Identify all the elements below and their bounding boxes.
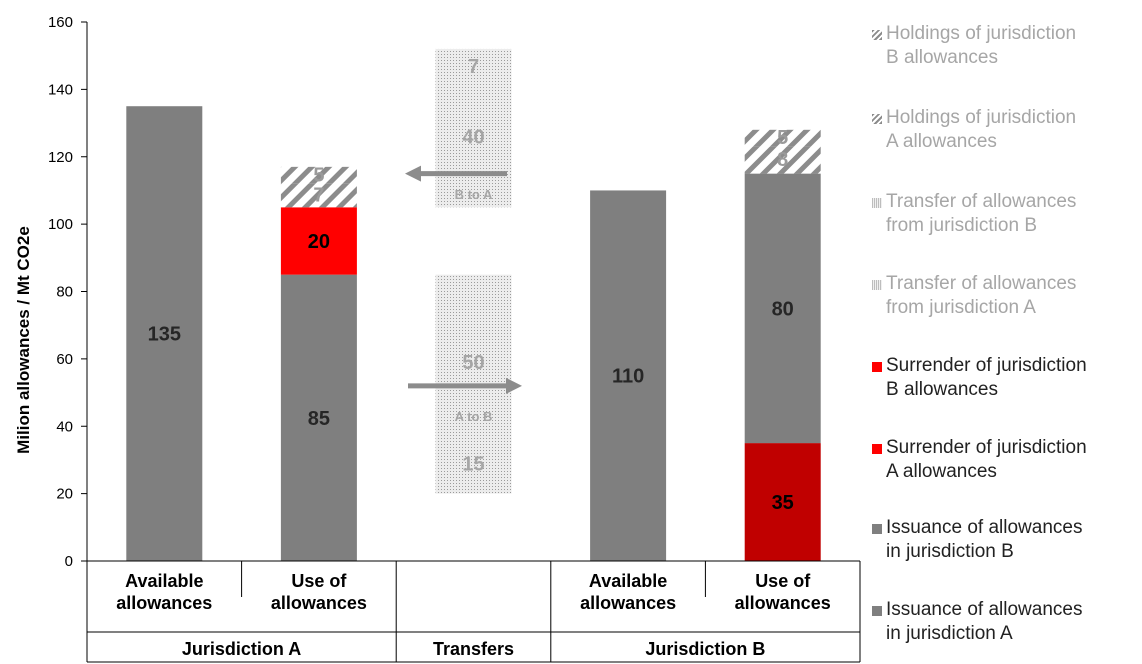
y-tick-label: 160: [48, 14, 73, 31]
legend-swatch: [872, 524, 882, 534]
category-label: Available: [589, 571, 667, 591]
legend-label: Transfer of allowances from jurisdiction …: [886, 273, 1077, 318]
bar-segment: [126, 106, 203, 561]
legend-item: Holdings of jurisdiction B allowances: [872, 22, 1142, 70]
data-label: 5: [313, 164, 324, 186]
transfer-value-label: 40: [462, 127, 484, 149]
plot-area: 0204060801001201401601358520751103580857…: [48, 14, 861, 663]
y-tick-label: 80: [56, 284, 73, 301]
category-label: allowances: [116, 593, 212, 613]
bar-segment: [744, 173, 821, 444]
bar-segment: [744, 443, 821, 561]
bar-segment: [590, 190, 667, 561]
legend-item: Surrender of jurisdiction A allowances: [872, 436, 1142, 484]
data-label: 80: [772, 298, 794, 320]
legend-label: Transfer of allowances from jurisdiction …: [886, 191, 1077, 236]
legend-item: Issuance of allowances in jurisdiction A: [872, 598, 1142, 646]
legend-swatch: [872, 30, 882, 40]
y-tick-label: 0: [65, 553, 73, 570]
data-label: 8: [777, 149, 788, 171]
group-label: Jurisdiction A: [182, 639, 301, 659]
data-label: 110: [612, 366, 644, 388]
transfer-direction-label: B to A: [455, 187, 493, 202]
arrow-b-to-a-head: [405, 165, 421, 182]
category-label: allowances: [271, 593, 367, 613]
arrow-a-to-b-head: [506, 377, 522, 394]
category-label: allowances: [580, 593, 676, 613]
data-label: 85: [308, 408, 330, 430]
category-label: Available: [125, 571, 203, 591]
legend-item: Transfer of allowances from jurisdiction …: [872, 190, 1142, 238]
legend-item: Transfer of allowances from jurisdiction …: [872, 272, 1142, 320]
y-tick-label: 20: [56, 486, 73, 503]
transfer-value-label: 7: [468, 56, 479, 78]
legend-item: Issuance of allowances in jurisdiction B: [872, 516, 1142, 564]
bar-segment: [280, 166, 357, 184]
data-label: 35: [772, 492, 794, 514]
legend-swatch: [872, 114, 882, 124]
legend-swatch: [872, 606, 882, 616]
group-label: Jurisdiction B: [645, 639, 765, 659]
legend-label: Holdings of jurisdiction A allowances: [886, 107, 1077, 152]
data-label: 135: [148, 324, 181, 346]
bar-segment: [435, 48, 512, 208]
legend-label: Holdings of jurisdiction B allowances: [886, 23, 1077, 68]
data-label: 20: [308, 231, 330, 253]
category-label: allowances: [735, 593, 831, 613]
y-tick-label: 60: [56, 351, 73, 368]
legend-label: Issuance of allowances in jurisdiction B: [886, 517, 1083, 562]
y-tick-label: 120: [48, 149, 73, 166]
legend-swatch: [872, 362, 882, 372]
legend-swatch: [872, 280, 882, 290]
bar-segment: [744, 129, 821, 147]
legend-swatch: [872, 444, 882, 454]
data-label: 7: [313, 184, 324, 206]
legend-label: Surrender of jurisdiction B allowances: [886, 355, 1087, 400]
chart-svg: 0204060801001201401601358520751103580857…: [48, 14, 861, 663]
y-tick-label: 100: [48, 216, 73, 233]
group-label: Transfers: [433, 639, 514, 659]
y-tick-label: 40: [56, 418, 73, 435]
bar-segment: [280, 207, 357, 275]
legend-item: Surrender of jurisdiction B allowances: [872, 354, 1142, 402]
legend-item: Holdings of jurisdiction A allowances: [872, 106, 1142, 154]
data-label: 5: [777, 127, 788, 149]
bar-segment: [280, 274, 357, 561]
transfer-value-label: 15: [462, 453, 484, 475]
bar-segment: [744, 146, 821, 174]
legend-label: Surrender of jurisdiction A allowances: [886, 437, 1087, 482]
bar-segment: [280, 183, 357, 208]
transfer-value-label: 50: [462, 352, 484, 374]
transfer-direction-label: A to B: [455, 409, 493, 424]
y-axis-title: Milion allowances / Mt CO2e: [14, 226, 33, 454]
y-tick-label: 140: [48, 81, 73, 98]
category-label: Use of: [291, 571, 347, 591]
category-label: Use of: [755, 571, 811, 591]
legend-label: Issuance of allowances in jurisdiction A: [886, 599, 1083, 644]
legend-swatch: [872, 198, 882, 208]
